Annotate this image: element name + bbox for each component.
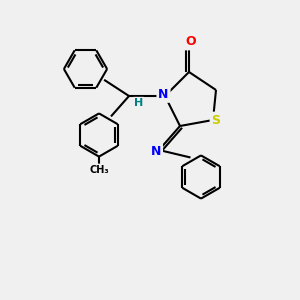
Text: N: N [158, 88, 169, 101]
Text: S: S [212, 113, 220, 127]
Text: O: O [185, 35, 196, 49]
Text: H: H [134, 98, 143, 109]
Text: N: N [151, 145, 161, 158]
Text: CH₃: CH₃ [89, 165, 109, 175]
